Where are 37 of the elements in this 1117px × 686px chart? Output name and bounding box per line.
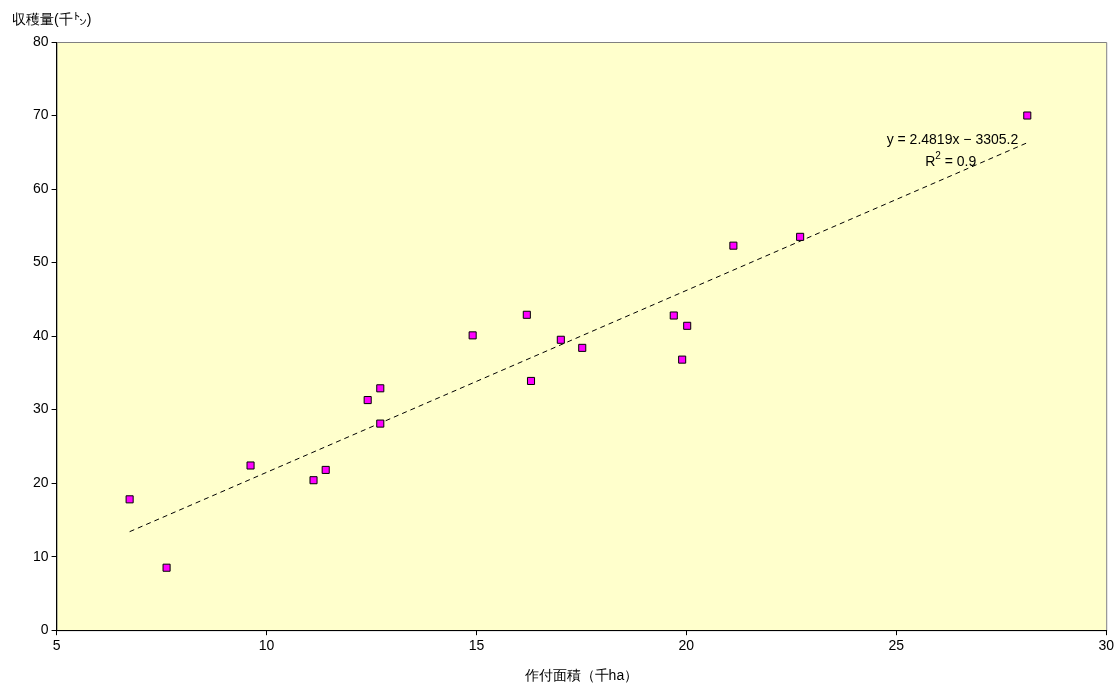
x-tick-label: 25 (888, 637, 905, 654)
y-tick-label: 20 (32, 474, 49, 491)
point (376, 384, 385, 393)
point (729, 241, 738, 250)
point (1023, 111, 1032, 120)
annotation: y = 2.4819x − 3305.2 (886, 131, 1019, 147)
y-tick-label: 30 (32, 400, 49, 417)
x-tick-label: 30 (1098, 637, 1115, 654)
point (125, 495, 134, 504)
x-tick-label: 5 (52, 637, 61, 654)
point (678, 355, 687, 364)
x-tick-label: 10 (258, 637, 275, 654)
point (246, 461, 255, 470)
y-tick-label: 40 (32, 326, 49, 343)
point (683, 321, 692, 330)
point (321, 465, 330, 474)
point (669, 311, 678, 320)
point (309, 476, 318, 485)
y-tick-label: 50 (32, 253, 49, 270)
point (556, 335, 565, 344)
point (578, 343, 587, 352)
y-tick-label: 10 (32, 547, 49, 564)
x-tick-label: 20 (678, 637, 695, 654)
y-tick-label: 60 (32, 179, 49, 196)
point (522, 310, 531, 319)
point (796, 232, 805, 241)
point (526, 376, 536, 385)
x-tick-label: 15 (468, 637, 485, 654)
x-axis-title: 作付面積（千ha） (523, 667, 639, 683)
y-axis-title: 収穫量(千㌧) (12, 11, 92, 27)
y-tick-label: 70 (32, 106, 49, 123)
point (376, 419, 385, 428)
y-tick-label: 80 (32, 32, 49, 49)
y-tick-label: 0 (40, 621, 49, 638)
point (162, 563, 171, 572)
point (468, 331, 477, 340)
point (363, 396, 372, 405)
